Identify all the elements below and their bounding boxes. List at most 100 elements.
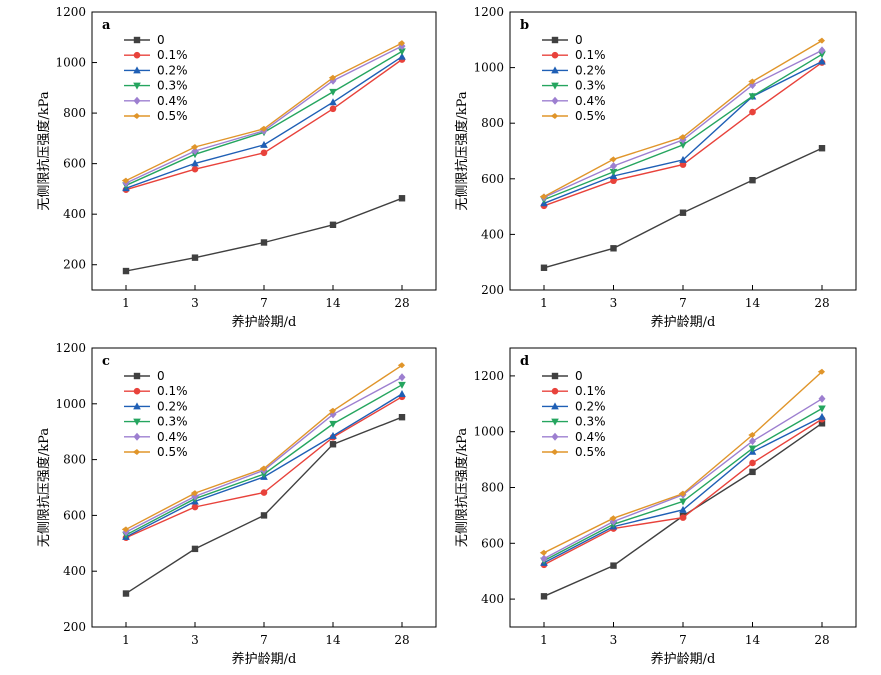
data-point xyxy=(397,362,405,369)
data-point xyxy=(328,74,336,81)
x-tick-label: 14 xyxy=(745,633,761,647)
data-point xyxy=(191,159,199,167)
data-point xyxy=(817,37,825,44)
data-point xyxy=(679,161,687,168)
plot-frame xyxy=(91,347,437,628)
data-point xyxy=(748,93,757,101)
plot-frame xyxy=(509,347,857,628)
data-point xyxy=(678,134,686,141)
x-axis-title: 养护龄期/d xyxy=(651,314,716,330)
data-point xyxy=(398,381,406,389)
panel-label: a xyxy=(102,18,111,33)
legend-marker xyxy=(551,432,559,441)
data-point xyxy=(121,526,129,533)
data-point xyxy=(398,48,406,56)
series-5 xyxy=(121,362,405,533)
x-tick-label: 28 xyxy=(814,296,829,310)
y-tick-label: 600 xyxy=(63,508,86,522)
data-point xyxy=(191,254,199,261)
y-tick-label: 200 xyxy=(63,258,86,272)
panel-label: c xyxy=(102,354,110,369)
legend-label: 0.1% xyxy=(157,48,188,62)
data-point xyxy=(539,549,547,556)
data-point xyxy=(749,437,756,446)
series-5 xyxy=(539,37,825,200)
y-tick-label: 800 xyxy=(481,481,504,495)
x-axis-title: 养护龄期/d xyxy=(651,651,716,667)
data-point xyxy=(818,57,826,65)
legend-label: 0 xyxy=(575,369,583,383)
data-point xyxy=(121,177,129,184)
y-tick-label: 1200 xyxy=(473,369,504,383)
x-tick-label: 7 xyxy=(260,633,268,647)
data-point xyxy=(610,162,617,171)
x-tick-label: 3 xyxy=(610,633,618,647)
legend-marker xyxy=(133,372,141,380)
data-point xyxy=(260,149,268,157)
y-tick-label: 400 xyxy=(63,207,86,221)
data-point xyxy=(260,140,268,148)
data-point xyxy=(749,176,756,184)
data-point xyxy=(609,168,618,176)
data-point xyxy=(122,590,130,597)
legend-marker xyxy=(551,66,559,74)
x-tick-label: 28 xyxy=(394,633,409,647)
legend-marker xyxy=(550,449,558,455)
x-tick-label: 1 xyxy=(122,296,130,310)
legend-marker xyxy=(133,432,141,441)
data-point xyxy=(679,209,687,216)
legend-label: 0.3% xyxy=(575,415,606,429)
data-point xyxy=(329,420,337,428)
data-point xyxy=(539,193,547,200)
y-tick-label: 1000 xyxy=(55,397,86,411)
y-tick-label: 1200 xyxy=(473,5,504,19)
x-tick-label: 7 xyxy=(260,296,268,310)
legend: 00.1%0.2% 0.3%0.4%0.5% xyxy=(542,33,606,123)
legend-marker xyxy=(551,372,559,380)
legend-label: 0.5% xyxy=(575,445,606,459)
plot-frame xyxy=(509,11,857,291)
y-tick-label: 1000 xyxy=(473,425,504,439)
series-0 xyxy=(122,413,406,597)
data-point xyxy=(818,420,826,427)
data-point xyxy=(749,459,756,467)
y-axis-title: 无侧限抗压强度/kPa xyxy=(454,91,470,210)
legend-marker xyxy=(133,402,141,410)
y-tick-label: 400 xyxy=(481,227,504,241)
legend-marker xyxy=(551,387,559,395)
y-tick-label: 800 xyxy=(63,453,86,467)
series-5 xyxy=(539,368,825,556)
y-tick-label: 800 xyxy=(63,106,86,120)
data-point xyxy=(818,394,826,403)
chart-panel-d: 400 600 800 1000 1200 1 3 7 14 28 养护龄期/d 无侧限抗压强度/kP… xyxy=(454,347,857,667)
data-point xyxy=(122,267,130,275)
legend-marker xyxy=(551,418,559,426)
data-point xyxy=(328,407,336,414)
chart-panel-a: 200 400 600 800 1000 1200 1 3 7 14 28 养护龄期/d 无侧限抗压强度… xyxy=(36,5,437,330)
data-point xyxy=(191,545,199,553)
data-point xyxy=(610,562,617,569)
x-tick-label: 14 xyxy=(325,633,341,647)
data-point xyxy=(398,373,406,382)
legend: 00.1%0.2% 0.3%0.4%0.5% xyxy=(124,369,188,459)
x-tick-label: 3 xyxy=(610,296,618,310)
data-point xyxy=(818,51,826,59)
legend-marker xyxy=(550,113,558,119)
data-point xyxy=(260,512,268,519)
data-point xyxy=(749,468,756,476)
legend-label: 0.1% xyxy=(575,48,606,62)
legend-label: 0 xyxy=(157,369,165,383)
legend-label: 0.2% xyxy=(157,399,188,413)
legend-label: 0.2% xyxy=(575,399,606,413)
x-tick-label: 3 xyxy=(191,296,199,310)
data-point xyxy=(818,46,826,55)
data-point xyxy=(398,195,406,202)
series-5 xyxy=(121,40,405,184)
x-tick-label: 3 xyxy=(191,633,199,647)
data-point xyxy=(329,431,337,439)
legend: 00.1%0.2% 0.3%0.4%0.5% xyxy=(542,369,606,459)
legend-label: 0.1% xyxy=(157,384,188,398)
x-tick-label: 1 xyxy=(540,633,548,647)
data-point xyxy=(398,52,406,60)
